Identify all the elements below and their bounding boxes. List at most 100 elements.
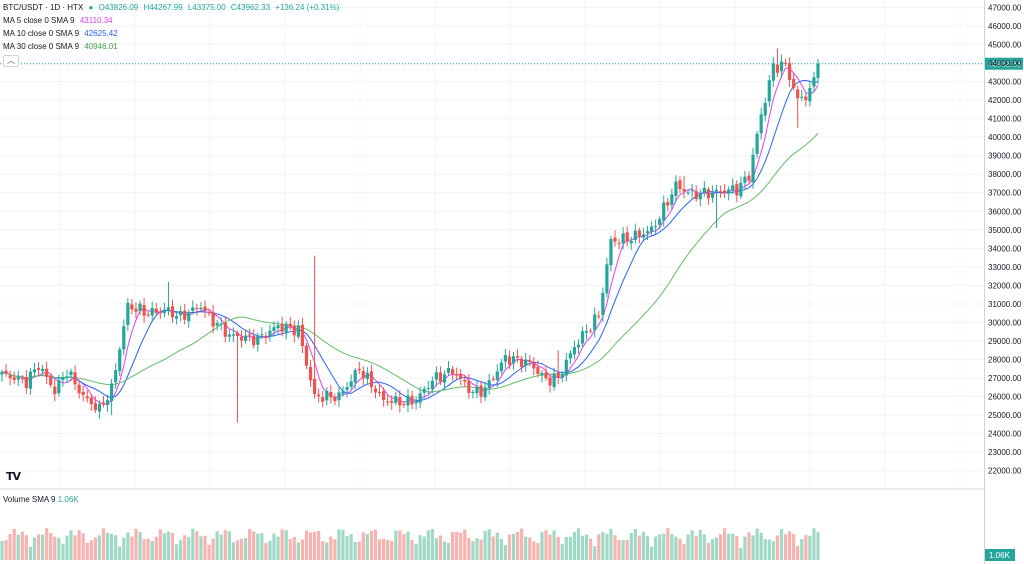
symbol-legend[interactable]: BTC/USDT · 1D · HTX ● O43826.09 H44267.9… — [3, 3, 342, 13]
ma5-legend[interactable]: MA 5 close 0 SMA 9 43110.34 — [3, 16, 116, 26]
candle — [406, 388, 410, 413]
candle — [398, 390, 402, 413]
chevron-up-icon[interactable]: ︿ — [3, 55, 19, 67]
candle — [617, 239, 621, 250]
volume-bar — [613, 535, 617, 560]
ohlc-open: O43826.09 — [98, 3, 139, 12]
volume-bar — [410, 539, 414, 560]
volume-bar — [544, 530, 548, 560]
volume-bar — [288, 538, 292, 560]
ma10-line — [1, 79, 819, 402]
volume-bar — [61, 543, 65, 560]
candle — [410, 390, 414, 410]
candle — [4, 363, 8, 377]
candle — [207, 308, 211, 317]
current-price-line: 43962.33 — [0, 57, 1023, 70]
volume-bar — [763, 539, 767, 560]
volume-bar — [446, 542, 451, 560]
candle — [361, 366, 365, 385]
candle — [771, 56, 775, 87]
candle — [81, 385, 85, 402]
tradingview-logo[interactable]: TV — [6, 470, 21, 483]
volume-bar — [158, 529, 162, 560]
y-tick-label: 26000.00 — [988, 393, 1022, 402]
candle — [215, 319, 219, 331]
volume-bar — [710, 539, 715, 560]
candle — [142, 298, 146, 323]
candle — [304, 342, 309, 370]
candle — [312, 255, 317, 399]
candle — [252, 329, 256, 349]
volume-bar — [499, 539, 503, 560]
candle — [199, 302, 203, 312]
candle — [816, 58, 820, 84]
candle — [256, 332, 260, 352]
volume-bar — [199, 536, 203, 560]
volume-bar — [4, 540, 8, 560]
volume-bar — [12, 528, 16, 560]
volume-bar — [434, 538, 438, 560]
volume-bar — [146, 538, 150, 560]
candle — [564, 352, 568, 382]
volume-bar — [654, 536, 658, 560]
volume-bar — [49, 533, 53, 560]
candle — [394, 391, 398, 406]
volume-bar — [243, 538, 248, 560]
y-tick-label: 40000.00 — [988, 133, 1022, 142]
volume-bar — [45, 528, 49, 560]
candle — [0, 369, 4, 382]
candle — [727, 186, 731, 201]
volume-bar — [430, 528, 434, 560]
volume-bar — [487, 529, 491, 560]
volume-bar — [215, 531, 219, 560]
candle — [787, 57, 792, 87]
volume-bar — [678, 538, 682, 560]
volume-legend[interactable]: Volume SMA 9 1.06K — [3, 495, 79, 504]
candle — [260, 327, 264, 340]
symbol-title[interactable]: BTC/USDT · 1D · HTX — [3, 3, 84, 12]
candle — [191, 300, 195, 315]
y-tick-label: 23000.00 — [988, 448, 1022, 457]
volume-bar — [203, 535, 207, 560]
volume-bar — [264, 543, 268, 560]
candle — [524, 352, 528, 372]
candle — [166, 281, 171, 316]
volume-axis-label: 1.06K — [989, 551, 1011, 560]
volume-bar — [787, 531, 792, 560]
candle — [219, 317, 223, 331]
volume-bar — [211, 538, 215, 560]
candle — [633, 223, 637, 244]
volume-bar — [564, 537, 568, 560]
volume-bar — [755, 528, 759, 560]
volume-bar — [154, 536, 158, 560]
volume-bar — [162, 533, 166, 560]
candle — [548, 373, 552, 393]
candle — [678, 176, 682, 194]
volume-bar — [666, 528, 670, 560]
candle — [122, 319, 126, 356]
candle — [345, 382, 349, 398]
candle — [666, 197, 670, 212]
candle — [654, 219, 658, 234]
ma10-legend[interactable]: MA 10 close 0 SMA 9 42625.42 — [3, 29, 121, 39]
candle — [321, 390, 325, 408]
candle — [528, 355, 532, 367]
candle — [349, 374, 353, 390]
candle — [455, 367, 459, 380]
volume-bar — [89, 540, 93, 560]
candle — [723, 184, 727, 199]
candle — [796, 85, 800, 128]
volume-bar — [771, 540, 775, 560]
volume-bar — [8, 534, 12, 560]
volume-bar — [629, 532, 633, 560]
volume-bar — [540, 532, 544, 560]
volume-bar — [775, 535, 780, 560]
volume-label: Volume SMA 9 — [3, 495, 56, 504]
price-axis[interactable]: 47000.00 46000.00 45000.00 44000.00 43000.00… — [988, 3, 1022, 475]
candle — [597, 311, 601, 320]
ma30-legend[interactable]: MA 30 close 0 SMA 9 40946.01 — [3, 42, 121, 52]
status-dot-icon: ● — [88, 3, 94, 12]
volume-bar — [353, 542, 357, 560]
candle — [390, 395, 394, 410]
